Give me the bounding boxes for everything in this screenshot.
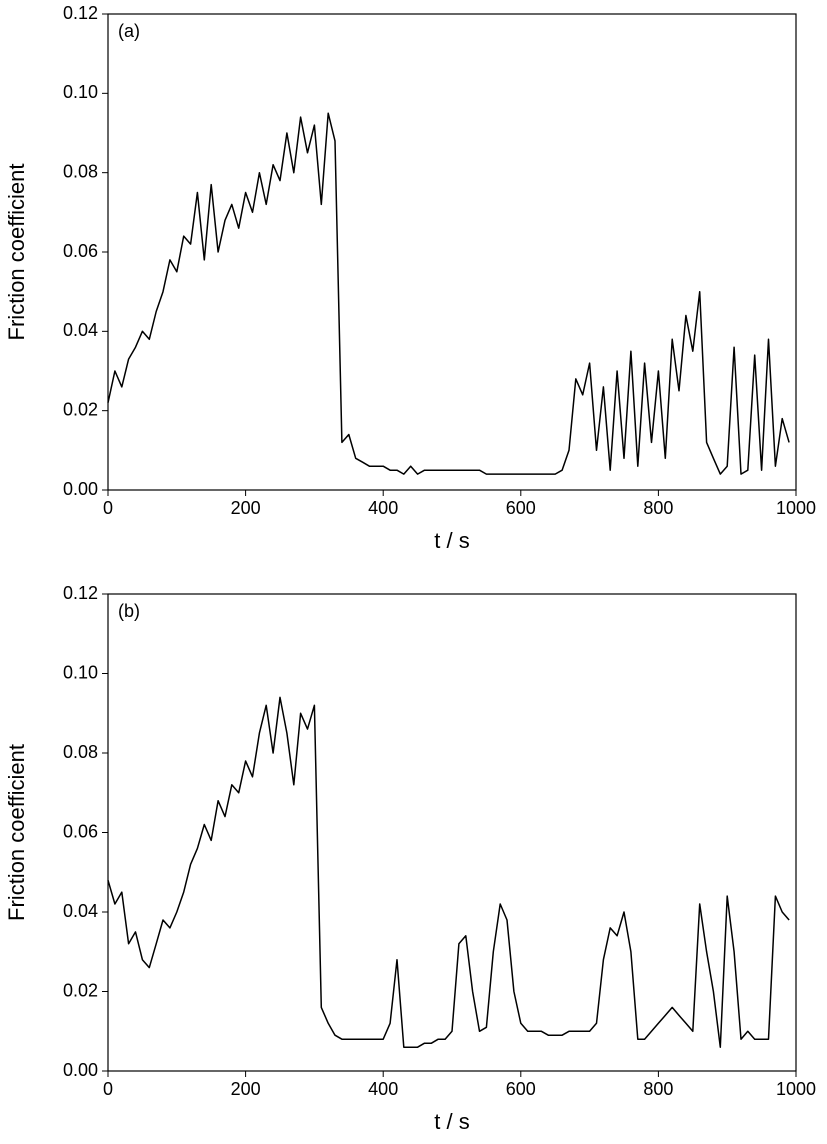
y-axis-label: Friction coefficient [4,744,29,921]
y-tick-label: 0.08 [63,742,98,762]
y-tick-label: 0.08 [63,161,98,181]
x-tick-label: 1000 [776,498,816,518]
x-tick-label: 1000 [776,1079,816,1099]
x-axis-label: t / s [434,528,469,553]
y-tick-label: 0.06 [63,821,98,841]
y-tick-label: 0.02 [63,980,98,1000]
plot-frame [107,13,797,491]
x-tick-label: 200 [231,498,261,518]
x-tick-label: 800 [643,498,673,518]
y-tick-label: 0.10 [63,82,98,102]
x-tick-label: 800 [643,1079,673,1099]
y-tick-label: 0.04 [63,901,98,921]
data-line [107,112,790,475]
y-tick-label: 0.12 [63,3,98,23]
plot-frame [107,593,797,1072]
y-tick-label: 0.02 [63,399,98,419]
y-tick-label: 0.00 [63,1060,98,1080]
x-tick-label: 0 [103,1079,113,1099]
x-tick-label: 400 [368,498,398,518]
x-tick-label: 0 [103,498,113,518]
x-tick-label: 200 [231,1079,261,1099]
panel-label: (a) [118,21,140,41]
x-tick-label: 400 [368,1079,398,1099]
data-line [107,696,790,1048]
y-tick-label: 0.04 [63,320,98,340]
y-axis-label: Friction coefficient [4,164,29,341]
y-tick-label: 0.12 [63,583,98,603]
y-tick-label: 0.06 [63,241,98,261]
x-tick-label: 600 [506,498,536,518]
x-tick-label: 600 [506,1079,536,1099]
x-axis-label: t / s [434,1109,469,1134]
panel-label: (b) [118,601,140,621]
y-tick-label: 0.10 [63,662,98,682]
y-tick-label: 0.00 [63,479,98,499]
